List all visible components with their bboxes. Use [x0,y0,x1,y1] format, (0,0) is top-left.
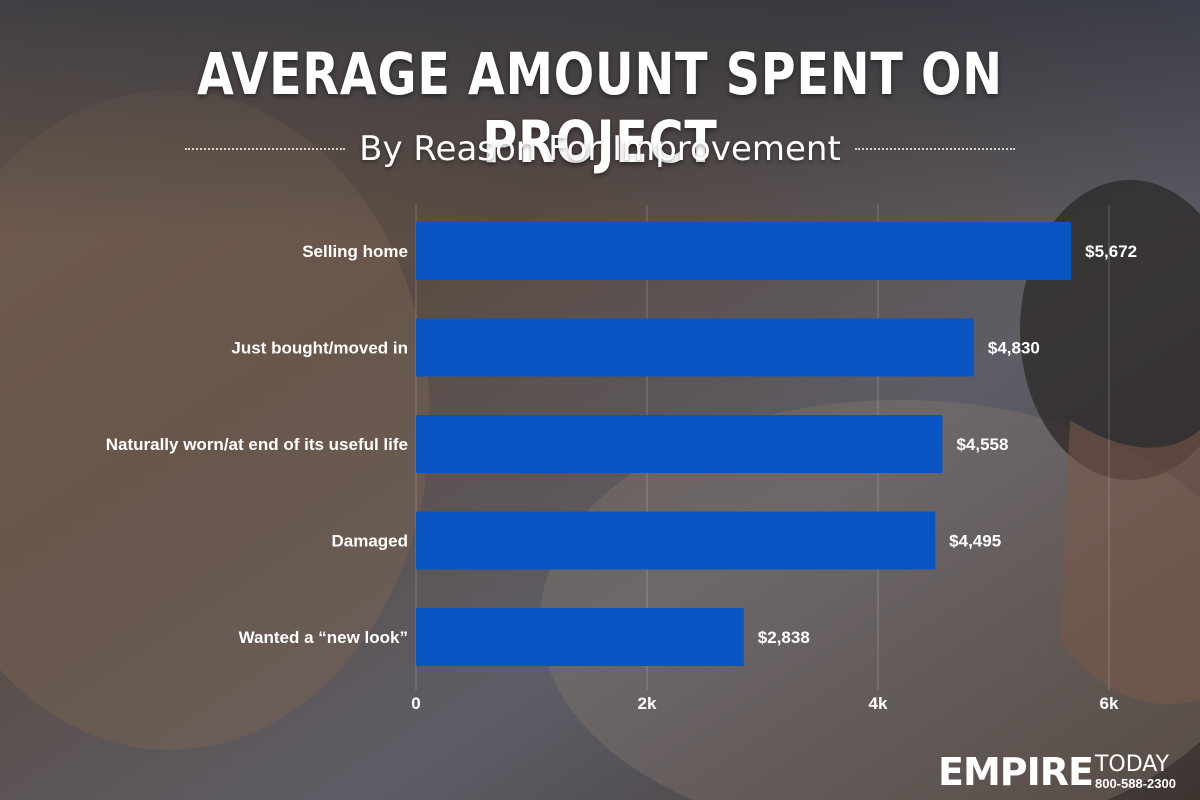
value-label: $5,672 [1085,242,1137,261]
bar [416,511,936,570]
bar [416,318,974,377]
value-label: $2,838 [758,628,810,647]
bar [416,608,744,666]
category-label: Wanted a “new look” [239,628,408,647]
bar [416,415,943,473]
x-tick-label: 4k [869,694,888,713]
category-label: Naturally worn/at end of its useful life [106,435,408,454]
category-label: Just bought/moved in [231,339,408,358]
subtitle-dotted-rule-right [854,148,1015,150]
chart-subtitle: By Reason For Improvement [359,129,841,169]
category-label: Damaged [331,532,408,551]
subtitle-dotted-rule-left [185,148,346,150]
logo-brand: EMPIRE [938,750,1094,794]
value-label: $4,495 [949,532,1001,551]
logo-suffix: TODAY [1094,752,1170,777]
category-label: Selling home [302,242,408,261]
x-tick-label: 2k [638,694,657,713]
bar [416,222,1072,280]
value-label: $4,830 [988,339,1040,358]
logo-side: TODAY 800-588-2300 [1095,754,1176,792]
chart-title: AVERAGE AMOUNT SPENT ON PROJECT [197,40,1003,176]
x-tick-label: 6k [1100,694,1119,713]
value-label: $4,558 [956,435,1008,454]
empire-today-logo: EMPIRE TODAY 800-588-2300 [938,742,1178,792]
logo-phone: 800-588-2300 [1094,776,1176,791]
subtitle-row: By Reason For Improvement [0,124,1200,174]
x-tick-label: 0 [411,694,420,713]
